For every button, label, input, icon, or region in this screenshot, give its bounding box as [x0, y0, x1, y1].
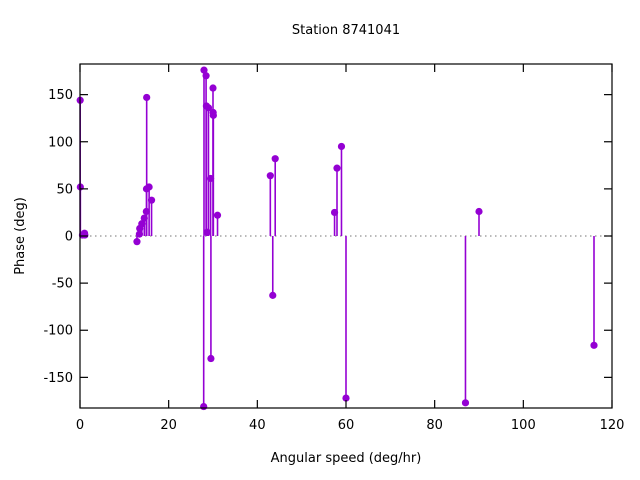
data-point — [590, 341, 598, 349]
x-tick-label: 60 — [338, 418, 355, 433]
data-point — [475, 207, 483, 216]
chart-title: Station 8741041 — [291, 23, 401, 38]
data-point — [207, 354, 215, 363]
data-point — [203, 228, 211, 236]
data-point — [209, 84, 217, 92]
data-point — [269, 291, 277, 299]
data-point — [143, 93, 151, 102]
y-tick-label: 150 — [48, 88, 73, 103]
data-point — [342, 394, 350, 402]
x-tick-label: 100 — [511, 418, 536, 433]
data-point — [213, 211, 222, 219]
data-point — [337, 142, 346, 151]
x-tick-label: 0 — [76, 418, 84, 433]
y-tick-label: -150 — [43, 371, 73, 386]
data-point — [81, 231, 89, 239]
data-point — [271, 155, 279, 163]
y-tick-label: 100 — [48, 135, 73, 150]
data-point — [461, 399, 470, 407]
data-point — [147, 196, 156, 204]
data-point — [333, 164, 341, 172]
x-tick-label: 80 — [426, 418, 443, 433]
data-point — [204, 104, 213, 112]
y-tick-label: 50 — [56, 182, 73, 197]
data-point — [266, 172, 274, 180]
data-point — [209, 111, 217, 119]
x-tick-label: 20 — [160, 418, 177, 433]
data-point — [200, 402, 208, 411]
x-tick-label: 120 — [600, 418, 625, 433]
data-point — [202, 72, 210, 80]
data-point — [133, 238, 141, 246]
data-point — [200, 66, 208, 74]
x-axis-label: Angular speed (deg/hr) — [270, 451, 422, 466]
y-tick-label: 0 — [65, 230, 73, 245]
data-point — [145, 183, 153, 191]
x-tick-label: 40 — [249, 418, 266, 433]
y-tick-label: -100 — [43, 324, 73, 339]
y-tick-label: -50 — [52, 277, 73, 292]
y-axis-label: Phase (deg) — [13, 197, 28, 275]
